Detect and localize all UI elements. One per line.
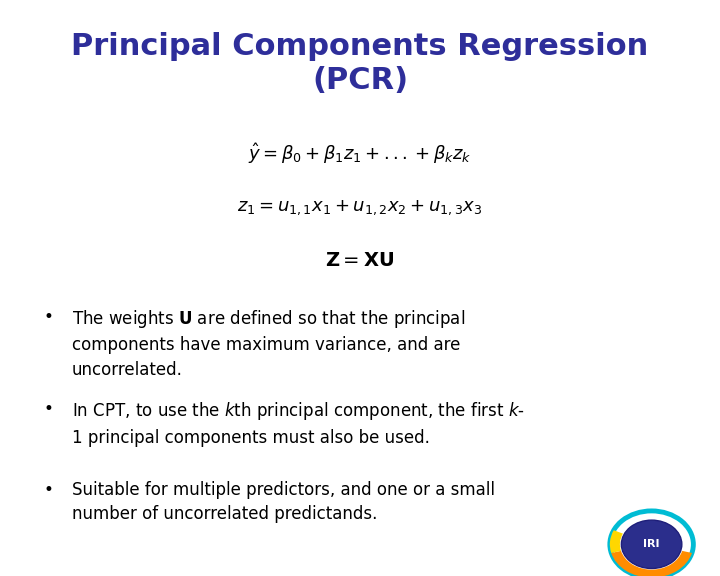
Text: •: • [43,400,53,418]
Text: Suitable for multiple predictors, and one or a small
number of uncorrelated pred: Suitable for multiple predictors, and on… [72,481,495,523]
Text: IRI: IRI [644,539,660,550]
Text: The weights $\mathbf{U}$ are defined so that the principal
components have maxim: The weights $\mathbf{U}$ are defined so … [72,308,465,379]
Text: $\mathbf{Z} = \mathbf{XU}$: $\mathbf{Z} = \mathbf{XU}$ [325,251,395,270]
Text: $z_1 = u_{1,1}x_1 + u_{1,2}x_2 + u_{1,3}x_3$: $z_1 = u_{1,1}x_1 + u_{1,2}x_2 + u_{1,3}… [238,199,482,217]
Text: In CPT, to use the $k$th principal component, the first $k$-
1 principal compone: In CPT, to use the $k$th principal compo… [72,400,525,446]
Circle shape [621,520,682,569]
Text: $\hat{y} = \beta_0 + \beta_1 z_1 + ... + \beta_k z_k$: $\hat{y} = \beta_0 + \beta_1 z_1 + ... +… [248,141,472,166]
Text: •: • [43,308,53,326]
Text: •: • [43,481,53,499]
Text: Principal Components Regression
(PCR): Principal Components Regression (PCR) [71,32,649,96]
Wedge shape [611,551,692,576]
Wedge shape [610,530,623,553]
